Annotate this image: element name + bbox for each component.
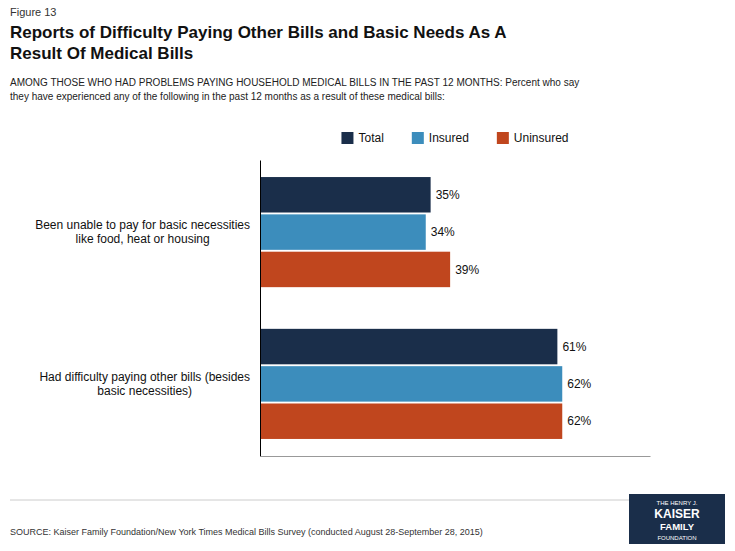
y-tick: Had difficulty paying other bills (besid…: [39, 370, 260, 398]
bar: [260, 403, 562, 438]
source: SOURCE: Kaiser Family Foundation/New Yor…: [10, 527, 483, 537]
data-label: 39%: [455, 263, 479, 277]
legend-swatch: [412, 132, 424, 144]
title: Reports of Difficulty Paying Other Bills…: [10, 23, 507, 63]
logo-text: THE HENRY J.: [657, 500, 698, 506]
legend-label: Insured: [429, 131, 469, 145]
x-axis: [261, 456, 651, 457]
subtitle-line: AMONG THOSE WHO HAD PROBLEMS PAYING HOUS…: [10, 77, 579, 88]
bars: [260, 177, 562, 439]
y-axis-line: [260, 161, 261, 457]
y-tick-label-line: basic necessities): [97, 384, 192, 398]
figure-label: Figure 13: [10, 6, 56, 18]
subtitle: AMONG THOSE WHO HAD PROBLEMS PAYING HOUS…: [10, 77, 579, 102]
bar: [260, 177, 431, 212]
data-label: 62%: [567, 414, 591, 428]
data-labels: 35% 61% 34% 62% 39% 62%: [431, 188, 592, 428]
plot: 35% 61% 34% 62% 39% 62% Been unable to pay for…: [35, 161, 650, 457]
x-axis-line: [261, 456, 651, 457]
logo-text: FOUNDATION: [657, 535, 696, 541]
y-tick-label-line: Had difficulty paying other bills (besid…: [39, 370, 250, 384]
data-label: 61%: [562, 340, 586, 354]
title-line: Result Of Medical Bills: [10, 44, 193, 63]
y-tick-label: Been unable to pay for basic necessities…: [35, 218, 250, 246]
legend-label: Total: [358, 131, 383, 145]
data-label: 62%: [567, 377, 591, 391]
legend-label: Uninsured: [514, 131, 569, 145]
y-axis: Been unable to pay for basic necessities…: [35, 161, 260, 457]
chart: Figure 13 Reports of Difficulty Paying Ot…: [0, 0, 735, 551]
legend-item: Insured: [412, 131, 469, 145]
legend-swatch: [497, 132, 509, 144]
legend: Total Insured Uninsured: [341, 131, 568, 145]
bar: [260, 252, 450, 287]
data-label: 35%: [436, 188, 460, 202]
bar: [260, 329, 557, 364]
logo-text: KAISER: [654, 507, 700, 521]
logo-box: [629, 494, 725, 544]
legend-item: Uninsured: [497, 131, 569, 145]
logo: THE HENRY J.KAISERFAMILY FOUNDATION: [629, 494, 725, 544]
y-tick-label-line: Been unable to pay for basic necessities: [35, 218, 250, 232]
y-tick-label: Had difficulty paying other bills (besid…: [39, 370, 250, 398]
legend-swatch: [341, 132, 353, 144]
logo-text: FAMILY: [660, 521, 695, 532]
y-tick-label-line: like food, heat or housing: [76, 232, 210, 246]
separator: [10, 500, 725, 501]
subtitle-line: they have experienced any of the followi…: [10, 91, 445, 102]
bar: [260, 214, 426, 249]
bar: [260, 366, 562, 401]
data-label: 34%: [431, 225, 455, 239]
y-tick: Been unable to pay for basic necessities…: [35, 218, 260, 246]
legend-item: Total: [341, 131, 383, 145]
title-line: Reports of Difficulty Paying Other Bills…: [10, 23, 507, 42]
